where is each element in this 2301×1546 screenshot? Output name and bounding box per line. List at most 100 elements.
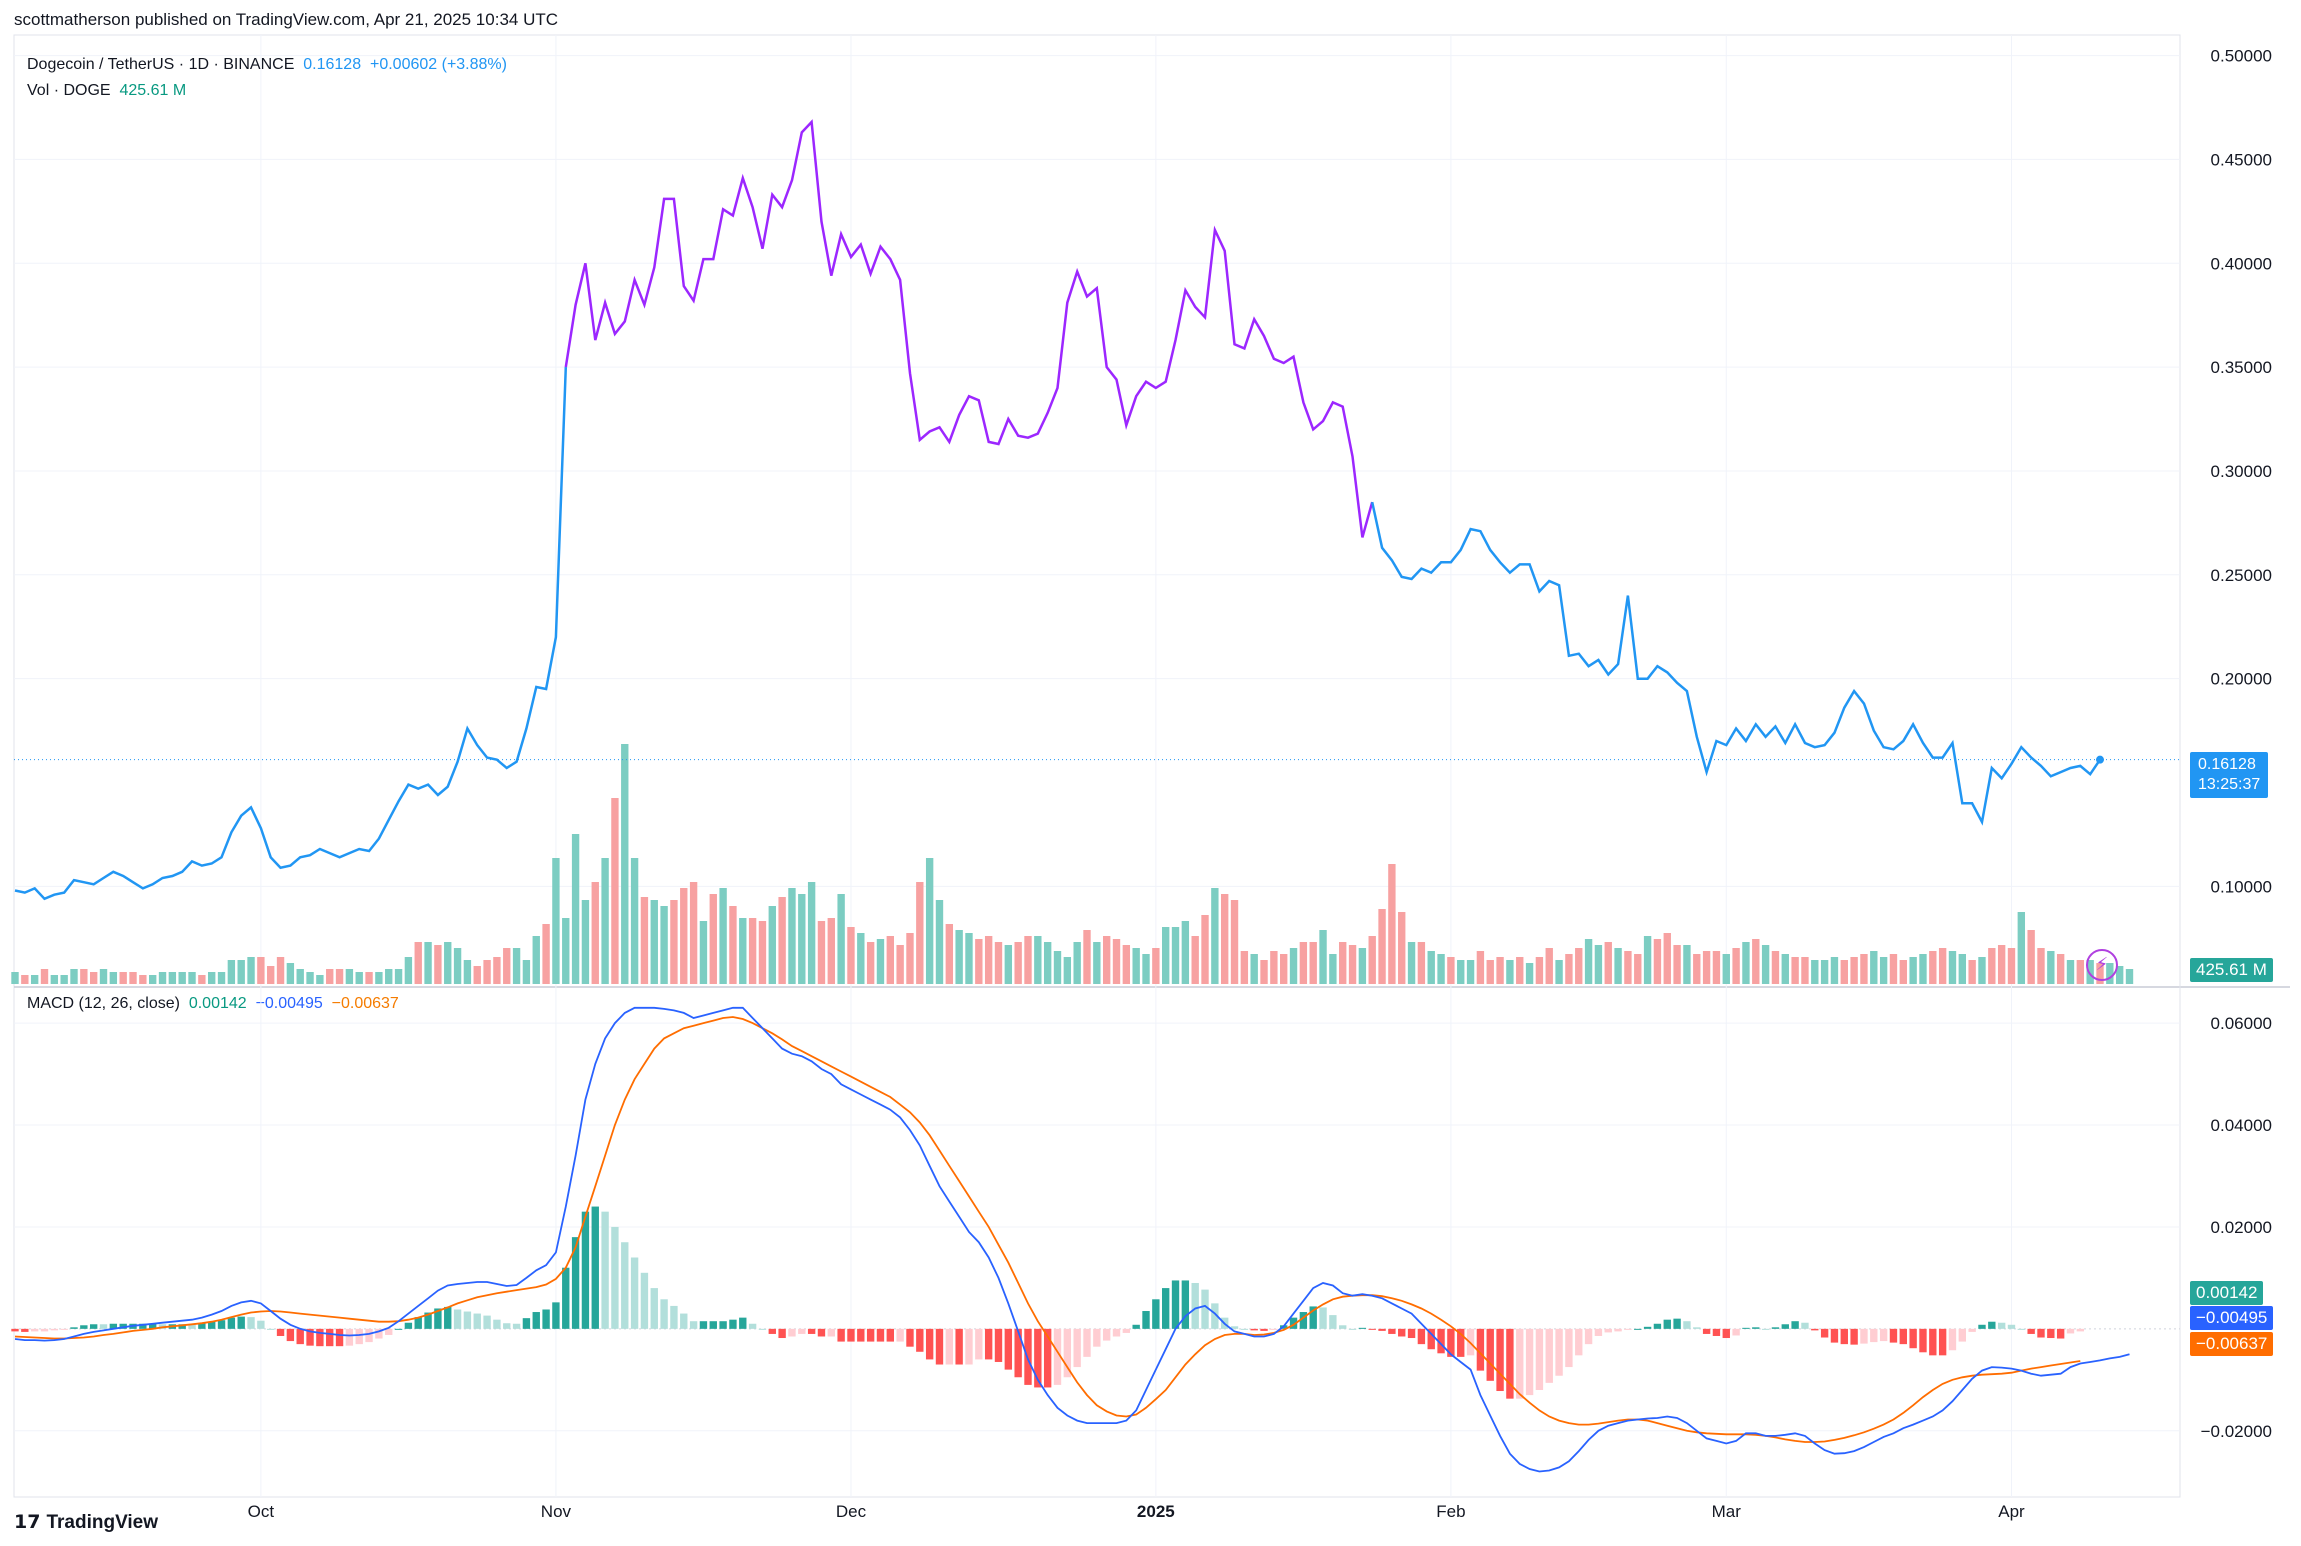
volume-bar: [129, 972, 137, 984]
macd-histogram-bar: [1348, 1328, 1357, 1330]
volume-bar: [1693, 954, 1701, 984]
volume-bar: [99, 969, 108, 984]
macd-histogram-bar: [394, 1328, 403, 1330]
macd-histogram-bar: [768, 1328, 776, 1334]
volume-bar: [198, 975, 206, 984]
volume-bar: [1830, 957, 1839, 984]
volume-bar: [1122, 945, 1131, 984]
macd-histogram-bar: [1388, 1328, 1396, 1334]
macd-histogram-value: 0.00142: [188, 995, 247, 1012]
macd-histogram-bar: [404, 1322, 413, 1329]
macd-histogram-bar: [1506, 1328, 1514, 1399]
time-tick-label: Apr: [1998, 1502, 2025, 1521]
volume-bar: [1870, 951, 1878, 984]
volume-bar: [109, 972, 118, 984]
macd-histogram-bar: [1417, 1328, 1426, 1345]
volume-bar: [1555, 960, 1563, 984]
volume-bar: [453, 948, 462, 984]
volume-bar: [1535, 957, 1544, 984]
volume-bar: [1152, 948, 1160, 984]
macd-histogram-bar: [1811, 1328, 1819, 1331]
macd-histogram-bar: [70, 1327, 78, 1329]
volume-bar: [1938, 948, 1947, 984]
symbol-title[interactable]: Dogecoin / TetherUS · 1D · BINANCE: [27, 56, 295, 73]
volume-bar: [1978, 957, 1986, 984]
volume-bar: [1594, 945, 1603, 984]
macd-histogram-bar: [1594, 1328, 1603, 1336]
tradingview-logo[interactable]: 17 TradingView: [14, 1511, 158, 1534]
volume-bar: [2066, 960, 2075, 984]
macd-legend: MACD (12, 26, close) 0.00142 −0.00495 −0…: [27, 995, 399, 1013]
volume-bar: [1240, 951, 1249, 984]
lightning-icon[interactable]: ⚡: [2086, 949, 2118, 981]
volume-bar: [1368, 936, 1376, 984]
volume-bar: [896, 945, 904, 984]
volume-bar: [404, 957, 413, 984]
macd-histogram-bar: [2037, 1328, 2045, 1338]
macd-histogram-bar: [1899, 1328, 1907, 1345]
volume-bar: [483, 960, 491, 984]
macd-histogram-bar: [1486, 1328, 1494, 1381]
volume-bar: [758, 921, 767, 984]
macd-histogram-bar: [217, 1320, 226, 1329]
volume-bar: [345, 969, 354, 984]
macd-histogram-bar: [729, 1319, 737, 1329]
macd-histogram-bar: [1083, 1328, 1091, 1357]
macd-histogram-bar: [552, 1302, 560, 1329]
volume-bar: [50, 975, 59, 984]
axes: 0.50000 0.45000 0.40000 0.35000 0.30000 0.250…: [248, 47, 2272, 1521]
macd-signal-tag: −0.00637: [2190, 1332, 2274, 1356]
volume-bar: [699, 921, 708, 984]
price-line: [14, 119, 2180, 901]
macd-histogram-bar: [1584, 1328, 1593, 1345]
price-tick-label: 0.25000: [2211, 566, 2272, 585]
price-tag: 0.16128 13:25:37: [2190, 752, 2269, 798]
macd-histogram-bar: [40, 1328, 49, 1332]
volume-bar: [611, 798, 619, 984]
macd-histogram-bar: [1732, 1328, 1740, 1336]
macd-histogram-bar: [2007, 1324, 2016, 1329]
macd-histogram-bar: [522, 1318, 531, 1329]
volume-bar: [837, 894, 845, 984]
time-tick-label: 2025: [1137, 1502, 1175, 1521]
volume-bar: [1516, 957, 1524, 984]
volume-bar: [512, 948, 521, 984]
volume-bar: [994, 942, 1003, 984]
volume-bar: [1142, 954, 1150, 984]
macd-histogram-bar: [99, 1324, 108, 1329]
macd-histogram-bar: [1830, 1328, 1839, 1343]
price-tick-label: 0.20000: [2211, 670, 2272, 689]
macd-histogram-bar: [1997, 1322, 2006, 1329]
volume-bar: [660, 906, 668, 984]
volume-bar: [463, 960, 472, 984]
volume-label[interactable]: Vol · DOGE: [27, 82, 111, 99]
volume-bar: [188, 972, 196, 984]
macd-histogram-bar: [1870, 1328, 1878, 1343]
macd-histogram-bar: [1152, 1299, 1160, 1329]
volume-bar: [217, 972, 226, 984]
volume-bar: [1575, 948, 1583, 984]
macd-histogram-bar: [257, 1320, 265, 1329]
volume-bar: [1132, 948, 1140, 984]
price-line-segment-blue: [14, 367, 568, 901]
macd-histogram-bar: [89, 1324, 98, 1329]
volume-bar: [650, 900, 658, 984]
publisher-caption: scottmatherson published on TradingView.…: [14, 10, 559, 29]
macd-histogram-bar: [1427, 1328, 1435, 1350]
volume-bar: [916, 882, 924, 984]
volume-bar: [227, 960, 236, 984]
macd-histogram-bar: [2027, 1328, 2035, 1334]
macd-histogram-bar: [562, 1267, 570, 1329]
macd-histogram-bar: [1270, 1328, 1278, 1330]
macd-indicator-label[interactable]: MACD (12, 26, close): [27, 995, 180, 1012]
volume-bar: [1702, 951, 1711, 984]
volume-bar: [335, 969, 344, 984]
tradingview-brand-name: TradingView: [46, 1512, 159, 1533]
macd-histogram-bar: [1614, 1328, 1622, 1332]
macd-histogram-bar: [365, 1328, 373, 1343]
macd-histogram-bar: [512, 1323, 521, 1329]
macd-histogram-bar: [1761, 1328, 1770, 1330]
volume-bar: [798, 894, 806, 984]
volume-bar: [119, 972, 127, 984]
